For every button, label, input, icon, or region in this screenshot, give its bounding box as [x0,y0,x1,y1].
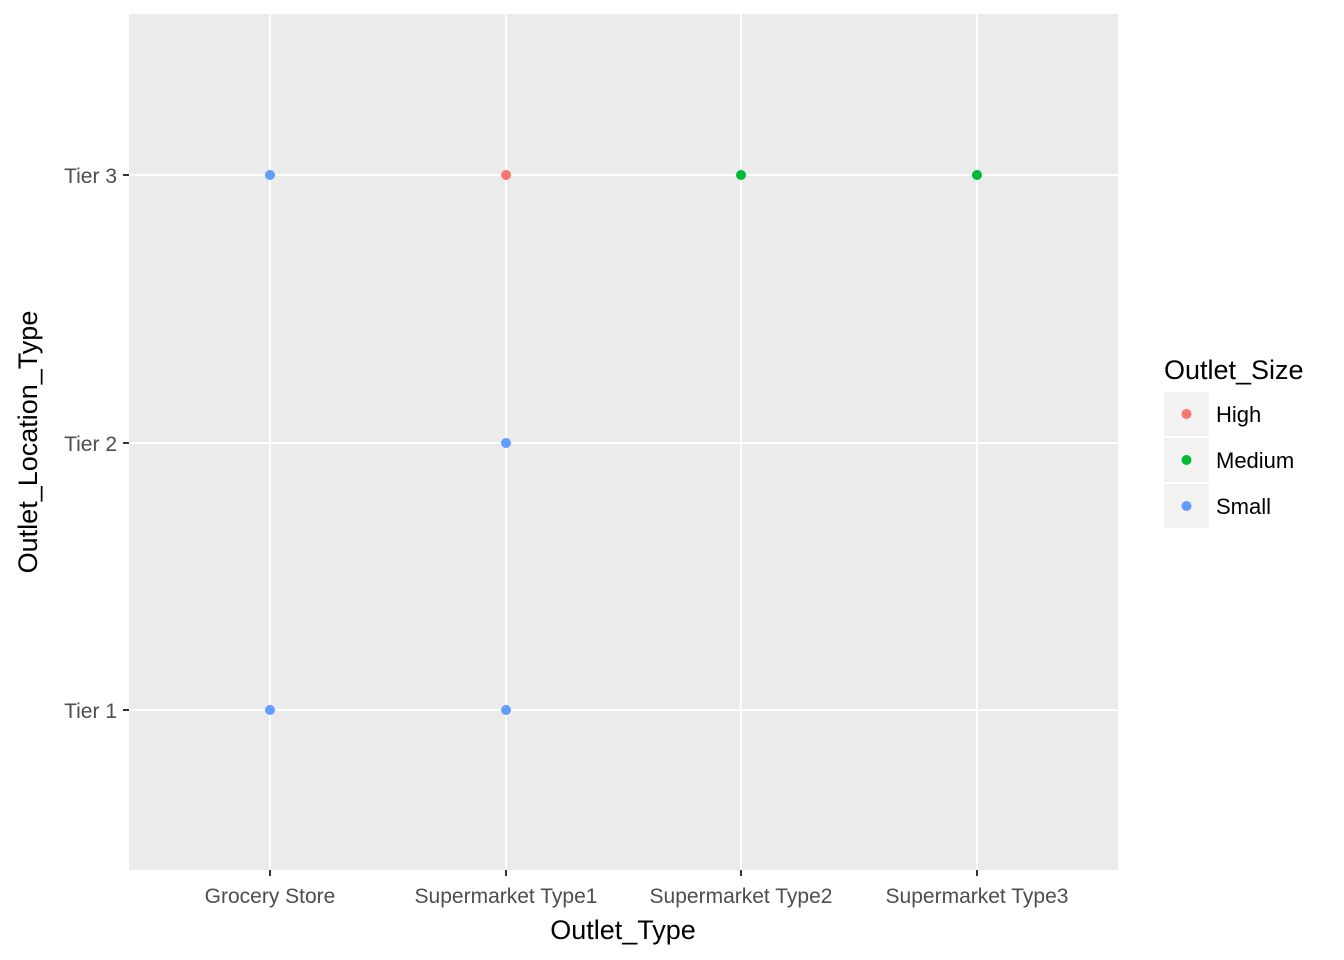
x-tick-label: Supermarket Type1 [415,885,598,908]
data-point [265,170,275,180]
legend-marker [1181,455,1192,465]
data-point [736,170,746,180]
x-tick-label: Supermarket Type3 [886,885,1069,908]
y-axis-title: Outlet_Location_Type [13,311,43,574]
y-tick-label: Tier 1 [64,700,117,723]
y-tick-label: Tier 2 [64,433,117,456]
legend-label: Medium [1216,448,1294,473]
x-tick-label: Grocery Store [205,885,336,908]
legend-marker [1181,501,1192,511]
y-tick-label: Tier 3 [64,165,117,188]
x-axis-title: Outlet_Type [550,915,696,945]
data-point [265,705,275,715]
legend-title: Outlet_Size [1164,355,1304,385]
data-point [972,170,982,180]
legend: Outlet_Size High Medium Small [1164,355,1304,528]
data-points [265,170,982,715]
x-tick-label: Supermarket Type2 [650,885,833,908]
data-point [501,170,511,180]
axis-ticks: Grocery Store Supermarket Type1 Supermarke… [64,165,1068,908]
legend-marker [1181,409,1192,419]
data-point [501,705,511,715]
data-point [501,438,511,448]
legend-label: High [1216,402,1261,427]
legend-label: Small [1216,494,1271,519]
